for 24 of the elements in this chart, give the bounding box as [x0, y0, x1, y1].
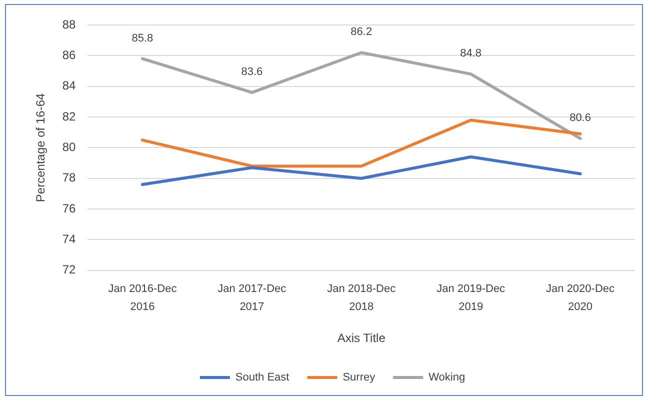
data-label: 85.8: [132, 32, 154, 44]
data-label: 83.6: [241, 66, 263, 78]
y-tick-label: 82: [62, 109, 76, 124]
y-tick-label: 72: [62, 262, 76, 277]
y-tick-label: 78: [62, 170, 76, 185]
x-tick-label: Jan 2016-Dec 2016: [108, 283, 178, 313]
data-label: 84.8: [460, 48, 482, 60]
x-tick-label: Jan 2020-Dec 2020: [546, 283, 616, 313]
x-tick-label: Jan 2017-Dec 2017: [218, 283, 287, 313]
data-label: 86.2: [350, 26, 372, 38]
y-tick-label: 86: [62, 48, 76, 62]
y-tick-label: 76: [62, 201, 76, 216]
legend-label: Woking: [428, 372, 466, 384]
y-axis-title: Percentage of 16-64: [34, 93, 48, 202]
legend-label: South East: [235, 372, 290, 384]
y-tick-label: 74: [62, 232, 76, 246]
x-tick-label: Jan 2018-Dec 2018: [327, 283, 396, 313]
legend-label: Surrey: [342, 372, 376, 384]
y-tick-label: 88: [62, 17, 76, 32]
x-tick-label: Jan 2019-Dec 2019: [436, 283, 506, 313]
data-label: 80.6: [570, 112, 591, 124]
y-tick-label: 80: [62, 140, 76, 154]
x-axis-title: Axis Title: [337, 331, 386, 346]
y-tick-label: 84: [62, 78, 76, 93]
